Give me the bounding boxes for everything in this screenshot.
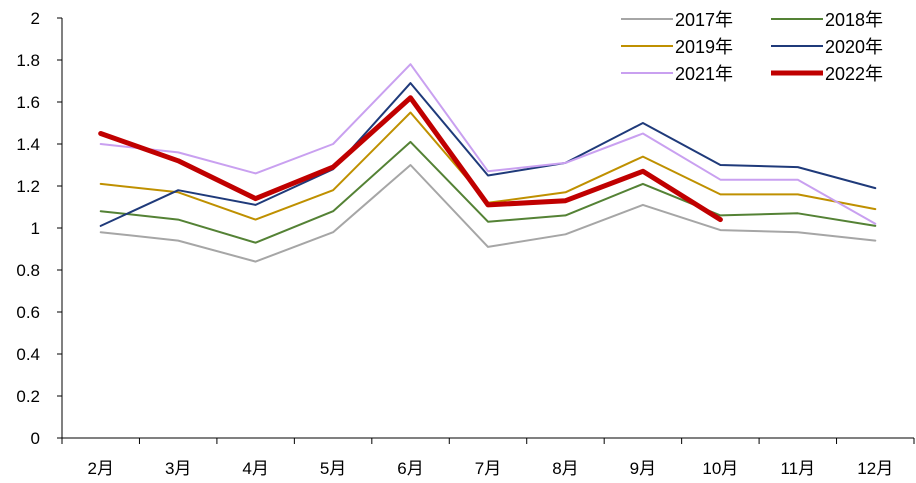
legend-label-2019年: 2019年 xyxy=(675,37,733,57)
y-tick-label: 0.4 xyxy=(16,345,40,364)
legend-label-2022年: 2022年 xyxy=(825,64,883,84)
x-tick-label: 4月 xyxy=(242,459,268,478)
legend: 2017年 2018年 2019年 2020年 2021年 2022年 xyxy=(621,10,883,84)
y-tick-label: 1.8 xyxy=(16,51,40,70)
series-line-2020年 xyxy=(99,82,877,227)
y-tick-label: 1 xyxy=(31,219,40,238)
y-tick-label: 0.2 xyxy=(16,387,40,406)
legend-label-2021年: 2021年 xyxy=(675,64,733,84)
legend-label-2018年: 2018年 xyxy=(825,10,883,30)
x-tick-label: 6月 xyxy=(397,459,423,478)
x-tick-label: 5月 xyxy=(320,459,346,478)
x-tick-label: 9月 xyxy=(630,459,656,478)
x-tick-label: 3月 xyxy=(165,459,191,478)
y-tick-label: 0.6 xyxy=(16,303,40,322)
series-line-2022年 xyxy=(98,95,723,223)
series-line-2018年 xyxy=(99,140,877,244)
legend-label-2020年: 2020年 xyxy=(825,37,883,57)
x-tick-label: 10月 xyxy=(702,459,738,478)
x-tick-label: 2月 xyxy=(87,459,113,478)
y-tick-label: 1.6 xyxy=(16,93,40,112)
x-tick-label: 12月 xyxy=(857,459,893,478)
y-tick-label: 1.4 xyxy=(16,135,40,154)
series-line-2021年 xyxy=(99,63,877,225)
y-tick-label: 1.2 xyxy=(16,177,40,196)
y-tick-label: 0 xyxy=(31,429,40,448)
axes: 0 0.2 0.4 0.6 0.8 1 1.2 1.4 1.6 1.8 2 2月 3月 4月 5月 6月 7月 8… xyxy=(16,9,915,478)
x-tick-label: 11月 xyxy=(780,459,815,478)
x-tick-label: 8月 xyxy=(552,459,578,478)
legend-label-2017年: 2017年 xyxy=(675,10,733,30)
y-tick-label: 0.8 xyxy=(16,261,40,280)
y-tick-label: 2 xyxy=(31,9,40,28)
x-tick-label: 7月 xyxy=(475,459,501,478)
series-lines xyxy=(98,63,877,263)
series-line-2017年 xyxy=(99,164,877,263)
